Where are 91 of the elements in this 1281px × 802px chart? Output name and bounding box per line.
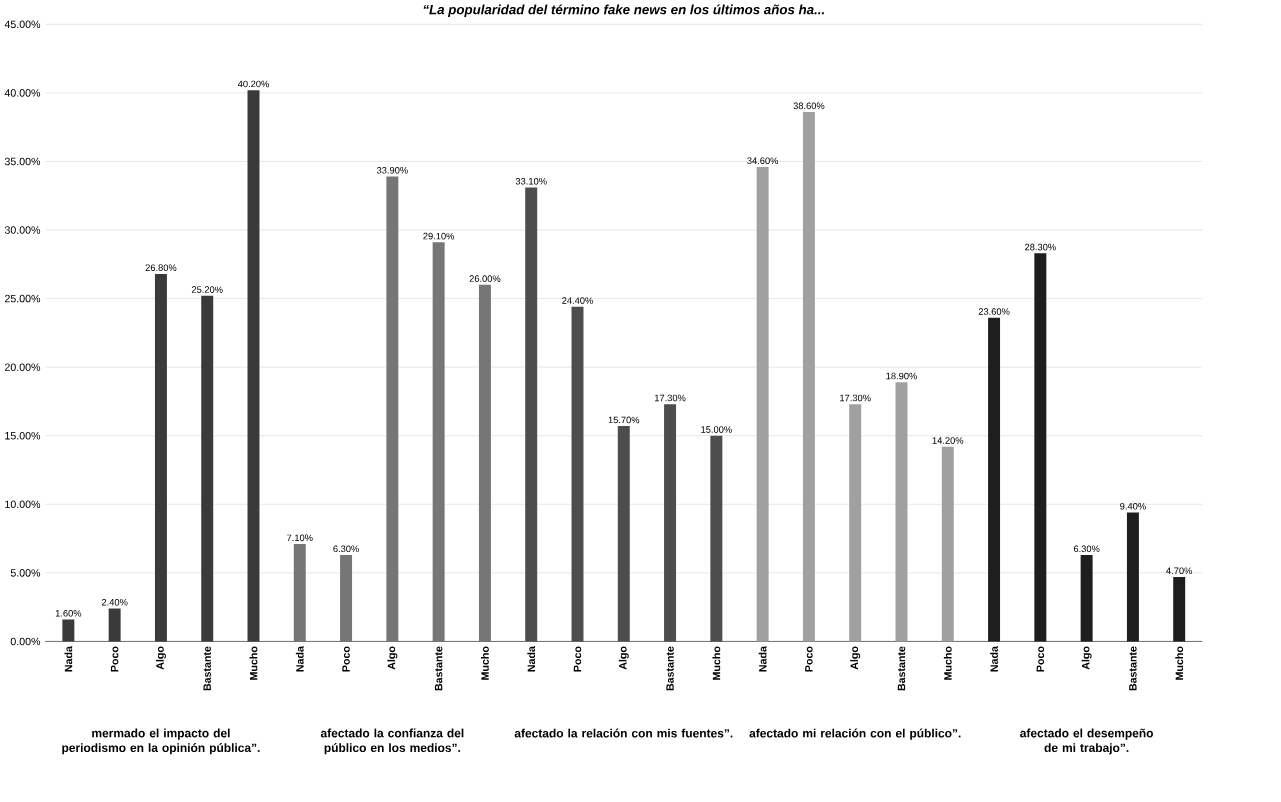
data-label: 26.80% [145, 264, 177, 271]
bar [201, 295, 214, 642]
data-label: 9.40% [1120, 502, 1146, 510]
text: afectado la confianza del público en los medios”. [320, 728, 464, 755]
x-tick-label: Bastante [1129, 646, 1137, 691]
x-tick-label: Algo [850, 646, 861, 670]
y-tick-label: 0.00% [10, 637, 41, 646]
data-label: 17.30% [654, 394, 686, 402]
bar [1034, 253, 1047, 642]
data-label: 6.30% [333, 545, 359, 552]
x-tick-label: Bastante [897, 646, 906, 691]
x-tick-label: Bastante [434, 646, 443, 691]
data-label: 29.10% [423, 232, 455, 240]
bar [386, 176, 399, 642]
bar [664, 404, 677, 642]
x-tick-label: Mucho [712, 646, 721, 680]
data-label: 6.30% [1073, 545, 1100, 552]
data-label: 2.40% [101, 598, 128, 606]
x-tick-label: Nada [64, 645, 73, 672]
x-tick-label: Mucho [943, 646, 952, 680]
y-tick-label: 25.00% [4, 294, 41, 303]
data-label: 14.20% [932, 437, 964, 444]
x-tick-label: Mucho [1175, 646, 1184, 680]
x-tick-label: Mucho [481, 646, 489, 680]
x-tick-label: Poco [805, 646, 813, 672]
data-label: 15.70% [608, 416, 640, 424]
x-tick-label: Mucho [249, 646, 258, 680]
data-label: 15.00% [701, 426, 732, 433]
text: afectado el desempeño de mi trabajo”. [1020, 728, 1153, 755]
bar [988, 317, 1001, 642]
chart-title: “La popularidad del término fake news en los últimos años ha... [423, 4, 825, 17]
y-tick-label: 35.00% [4, 157, 41, 166]
text: afectado la relación con mis fuentes”. [514, 728, 733, 738]
data-label: 28.30% [1025, 243, 1056, 251]
y-tick-label: 15.00% [5, 431, 41, 440]
data-label: 18.90% [886, 372, 917, 380]
data-label: 38.60% [793, 102, 825, 109]
x-tick-label: Poco [573, 646, 582, 672]
data-label: 25.20% [191, 286, 223, 293]
bar [247, 89, 260, 642]
data-label: 24.40% [562, 297, 593, 304]
bar [478, 284, 491, 642]
x-tick-label: Poco [110, 646, 119, 672]
data-label: 33.10% [515, 177, 547, 185]
x-tick-label: Nada [758, 645, 767, 672]
x-tick-label: Poco [342, 646, 350, 672]
text: afectado mi relación con el público”. [749, 728, 961, 740]
text: mermado el impacto del periodismo en la opinión pública”. [62, 728, 260, 755]
bar [1173, 576, 1186, 642]
x-tick-label: Bastante [666, 646, 674, 691]
bar [108, 608, 121, 642]
y-tick-label: 5.00% [10, 568, 41, 577]
bar [340, 554, 353, 642]
y-tick-label: 40.00% [4, 88, 41, 97]
x-tick-label: Algo [618, 646, 629, 670]
x-tick-label: Bastante [203, 646, 211, 691]
data-label: 4.70% [1166, 567, 1193, 574]
bar [895, 382, 908, 642]
bar [571, 306, 584, 642]
data-label: 34.60% [747, 157, 779, 164]
y-tick-label: 10.00% [5, 500, 41, 508]
data-label: 33.90% [376, 166, 408, 174]
data-label: 23.60% [978, 308, 1010, 315]
bar [710, 435, 723, 642]
y-tick-label: 30.00% [4, 226, 41, 234]
bar [525, 187, 538, 642]
bar [802, 111, 815, 642]
data-label: 26.00% [469, 275, 501, 282]
bar [1080, 554, 1093, 642]
bar [941, 446, 954, 642]
x-tick-label: Nada [295, 645, 304, 672]
x-tick-label: Nada [527, 645, 536, 672]
bar [756, 166, 769, 642]
y-tick-label: 20.00% [4, 363, 41, 371]
data-label: 17.30% [840, 394, 871, 402]
y-tick-label: 45.00% [4, 20, 41, 28]
bar [154, 273, 167, 642]
bar [62, 619, 75, 642]
bar [617, 425, 630, 642]
data-label: 7.10% [287, 534, 313, 541]
x-tick-label: Algo [155, 646, 166, 670]
bar [849, 404, 862, 642]
data-label: 1.60% [55, 609, 82, 617]
x-tick-label: Poco [1036, 646, 1045, 672]
x-tick-label: Algo [1081, 646, 1092, 670]
bar [1126, 512, 1139, 642]
x-tick-label: Nada [990, 645, 998, 672]
data-label: 40.20% [237, 80, 269, 88]
x-tick-label: Algo [387, 646, 398, 670]
bar [432, 242, 445, 642]
bar [293, 543, 306, 642]
